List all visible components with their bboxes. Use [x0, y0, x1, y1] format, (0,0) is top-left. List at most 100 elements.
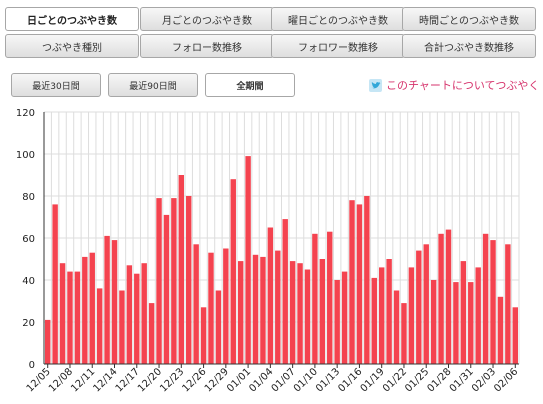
bar — [505, 244, 511, 364]
x-tick-label: 01/22 — [381, 366, 409, 394]
y-tick-label: 100 — [16, 150, 35, 161]
bar — [134, 273, 140, 364]
bar — [223, 248, 229, 364]
x-tick-label: 01/13 — [314, 366, 342, 394]
bar — [45, 319, 51, 364]
bar — [408, 267, 415, 364]
range-last-90-days-button[interactable]: 最近90日間 — [108, 73, 198, 97]
x-tick-label: 01/16 — [336, 366, 364, 394]
tab-primary-3[interactable]: 曜日ごとのつぶやき数 — [271, 7, 405, 31]
bar — [96, 288, 103, 364]
bar — [497, 296, 504, 364]
x-tick-label: 01/07 — [270, 366, 298, 394]
bar — [490, 240, 496, 364]
tab-secondary-3[interactable]: フォロワー数推移 — [271, 34, 405, 58]
bar — [423, 244, 429, 364]
bar — [297, 263, 303, 364]
x-tick-label: 01/28 — [425, 366, 453, 394]
bar — [59, 263, 66, 364]
bar — [364, 196, 370, 364]
tab-secondary-1[interactable]: つぶやき種別 — [5, 34, 139, 58]
daily-tweet-bar-chart: 02040608010012012/0512/0812/1112/1412/17… — [16, 108, 521, 395]
bar — [126, 265, 133, 364]
y-tick-label: 0 — [29, 360, 35, 371]
x-tick-label: 01/25 — [403, 366, 431, 394]
tab-secondary-2[interactable]: フォロー数推移 — [140, 34, 274, 58]
bar — [156, 198, 162, 364]
tab-primary-1[interactable]: 日ごとのつぶやき数 — [5, 7, 139, 31]
bar — [171, 198, 177, 364]
bar — [349, 200, 355, 364]
bar — [252, 254, 259, 364]
bar — [215, 290, 222, 364]
bar — [104, 235, 110, 364]
bar — [74, 271, 81, 364]
bar — [512, 307, 518, 364]
y-tick-label: 20 — [22, 318, 35, 329]
bar — [319, 259, 326, 364]
x-tick-label: 01/01 — [225, 366, 253, 394]
x-tick-label: 01/04 — [247, 366, 275, 394]
bar — [193, 244, 199, 364]
y-tick-label: 80 — [22, 192, 35, 203]
range-last-30-days-button[interactable]: 最近30日間 — [11, 73, 101, 97]
bar — [430, 280, 437, 364]
tab-secondary-4[interactable]: 合計つぶやき数推移 — [402, 34, 536, 58]
bar — [341, 271, 348, 364]
bar — [148, 303, 155, 364]
bar — [401, 303, 407, 364]
bar — [82, 256, 88, 364]
tweet-link-label: このチャートについてつぶやく — [386, 79, 540, 92]
bar — [453, 282, 459, 364]
tweet-about-chart-link[interactable]: このチャートについてつぶやく — [369, 76, 539, 94]
x-tick-label: 12/17 — [114, 366, 142, 394]
bar — [245, 156, 251, 364]
bar — [52, 204, 58, 364]
bar — [141, 263, 147, 364]
bar — [393, 290, 400, 364]
x-tick-label: 12/20 — [136, 366, 164, 394]
bar — [289, 261, 296, 364]
bar — [282, 219, 288, 364]
bar — [119, 290, 125, 364]
x-tick-label: 12/29 — [203, 366, 231, 394]
x-tick-label: 12/14 — [91, 366, 119, 394]
x-tick-label: 12/26 — [181, 366, 209, 394]
bar — [237, 261, 244, 364]
bar — [89, 252, 95, 364]
twitter-bird-icon — [369, 78, 382, 92]
bar — [111, 240, 118, 364]
bar — [178, 175, 185, 364]
bar — [163, 214, 170, 364]
x-tick-label: 01/10 — [292, 366, 320, 394]
x-tick-label: 02/06 — [492, 366, 520, 394]
bar — [327, 231, 333, 364]
range-all-period-button[interactable]: 全期間 — [205, 73, 295, 97]
bar — [208, 252, 214, 364]
bar — [304, 269, 311, 364]
y-tick-label: 120 — [16, 108, 35, 119]
bar — [460, 261, 467, 364]
x-tick-label: 12/08 — [47, 366, 75, 394]
bar — [378, 267, 385, 364]
bar — [275, 250, 281, 364]
bar — [386, 259, 392, 364]
x-tick-label: 12/11 — [69, 366, 97, 394]
bar — [267, 227, 274, 364]
tab-primary-4[interactable]: 時間ごとのつぶやき数 — [402, 7, 536, 31]
bar — [468, 282, 474, 364]
bar — [356, 204, 363, 364]
bar — [200, 307, 207, 364]
y-tick-label: 60 — [22, 234, 35, 245]
bar — [438, 233, 444, 364]
tab-primary-2[interactable]: 月ごとのつぶやき数 — [140, 7, 274, 31]
x-tick-label: 12/23 — [158, 366, 186, 394]
x-tick-label: 01/19 — [359, 366, 387, 394]
bar — [334, 280, 340, 364]
bar — [371, 277, 377, 364]
x-tick-label: 01/31 — [448, 366, 476, 394]
y-tick-label: 40 — [22, 276, 35, 287]
bar — [260, 256, 266, 364]
bar — [416, 250, 422, 364]
x-tick-label: 02/03 — [470, 366, 498, 394]
